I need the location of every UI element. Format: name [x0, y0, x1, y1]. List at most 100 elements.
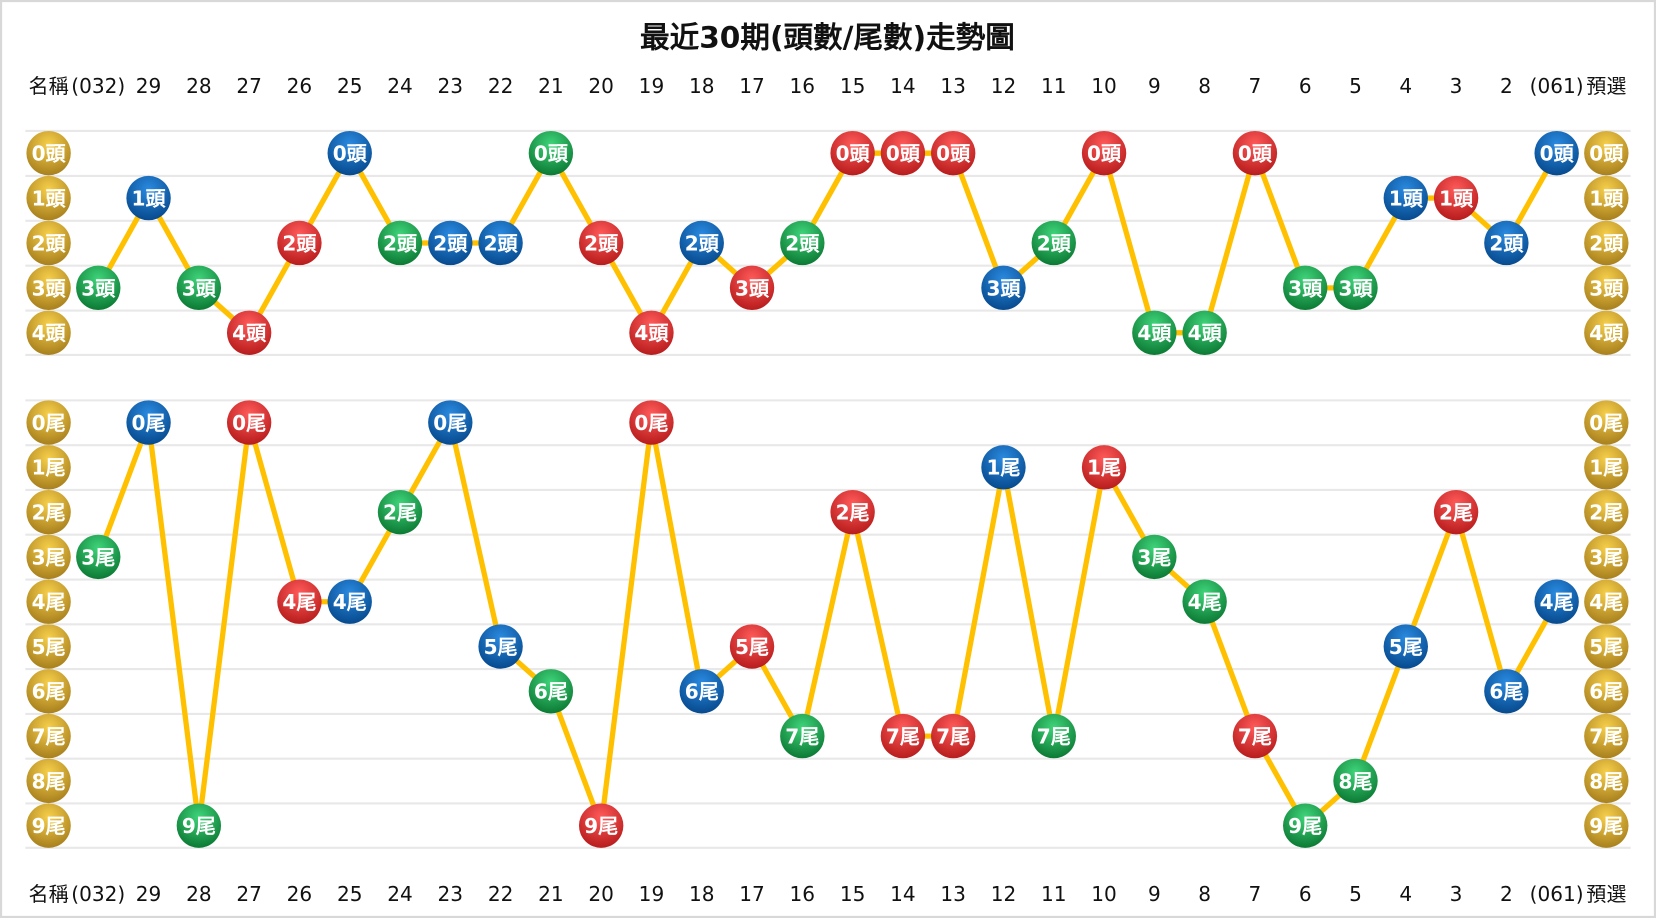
tail-level-ball-right: [1584, 758, 1629, 804]
tail-data-ball: [830, 489, 875, 535]
tail-level-ball-left-label: 0尾: [32, 411, 66, 435]
tail-data-ball: [1132, 534, 1177, 580]
head-data-ball: [830, 130, 875, 176]
head-data-ball: [126, 175, 171, 221]
footer-column-label: 19: [639, 882, 665, 906]
head-data-ball-label: 2頭: [433, 231, 468, 255]
tail-data-ball: [880, 713, 926, 759]
head-level-ball-left: [26, 310, 71, 355]
footer-column-label: (061): [1530, 882, 1584, 906]
tail-data-ball: [76, 534, 121, 580]
tail-data-ball: [277, 579, 322, 624]
tail-level-ball-left-label: 4尾: [32, 590, 66, 614]
head-data-ball-label: 2頭: [785, 231, 820, 255]
head-data-ball-label: 4頭: [232, 321, 267, 345]
head-data-ball: [629, 310, 674, 355]
header-left-label: 名稱: [29, 74, 69, 98]
tail-level-ball-left: [26, 534, 71, 580]
tail-data-ball: [1283, 803, 1328, 848]
tail-data-ball: [981, 445, 1026, 490]
header-column-label: 5: [1349, 74, 1362, 98]
tail-data-ball-label: 7尾: [886, 724, 920, 748]
header-column-label: 10: [1091, 74, 1117, 98]
tail-data-ball-label: 0尾: [433, 411, 467, 435]
tail-data-ball: [1433, 489, 1479, 535]
header-column-label: 25: [337, 74, 363, 98]
head-level-ball-right: [1584, 175, 1629, 221]
header-column-label: (032): [71, 74, 125, 98]
head-level-ball-left: [26, 265, 71, 311]
tail-data-ball-label: 2尾: [836, 501, 870, 525]
tail-data-ball: [1031, 713, 1076, 759]
header-column-label: 6: [1299, 74, 1312, 98]
tail-level-ball-right-label: 8尾: [1589, 769, 1623, 793]
header-column-label: 29: [136, 74, 162, 98]
tail-data-ball-label: 4尾: [282, 590, 316, 614]
tail-level-ball-left: [26, 489, 71, 535]
footer-column-label: 25: [337, 882, 363, 906]
head-data-ball-label: 1頭: [132, 186, 167, 210]
tail-level-ball-right-label: 1尾: [1589, 456, 1623, 480]
head-data-ball-label: 2頭: [685, 231, 720, 255]
head-data-ball-label: 3頭: [735, 276, 770, 300]
tail-level-ball-right: [1584, 534, 1629, 580]
footer-column-label: 26: [287, 882, 313, 906]
tail-level-ball-right-label: 0尾: [1589, 411, 1623, 435]
head-data-ball: [528, 130, 574, 176]
tail-level-ball-right-label: 9尾: [1589, 814, 1623, 838]
head-level-ball-left-label: 3頭: [32, 276, 67, 300]
footer-column-label: 6: [1299, 882, 1312, 906]
tail-data-ball: [629, 400, 674, 445]
tail-data-ball: [1534, 579, 1579, 624]
tail-level-ball-right-label: 5尾: [1589, 635, 1623, 659]
head-data-ball-label: 3頭: [986, 276, 1021, 300]
head-data-ball-label: 3頭: [81, 276, 116, 300]
tail-level-ball-left-label: 3尾: [32, 545, 66, 569]
tail-data-ball: [729, 624, 775, 669]
tail-data-ball: [478, 624, 523, 669]
head-data-ball-label: 0頭: [1087, 142, 1122, 166]
head-level-ball-right-label: 1頭: [1589, 186, 1624, 210]
head-data-ball-label: 1頭: [1439, 186, 1474, 210]
head-data-ball: [931, 130, 976, 176]
head-data-ball: [1283, 265, 1328, 311]
tail-level-ball-right-label: 6尾: [1589, 680, 1623, 704]
tail-level-ball-right-label: 2尾: [1589, 501, 1623, 525]
header-column-label: 21: [538, 74, 564, 98]
head-data-ball: [1182, 310, 1227, 355]
footer-column-label: 22: [488, 882, 514, 906]
tail-level-ball-left: [26, 713, 71, 759]
head-data-ball-label: 3頭: [1338, 276, 1373, 300]
head-data-ball: [780, 220, 825, 266]
footer-column-label: 28: [186, 882, 212, 906]
head-data-ball: [176, 265, 222, 311]
tail-level-ball-left: [26, 624, 71, 669]
head-data-ball-label: 0頭: [1238, 142, 1273, 166]
footer-column-label: 24: [387, 882, 413, 906]
header-column-label: 20: [588, 74, 614, 98]
head-level-ball-right-label: 2頭: [1589, 231, 1624, 255]
tail-data-ball-label: 3尾: [81, 545, 115, 569]
tail-data-ball: [126, 400, 171, 445]
head-data-ball-label: 4頭: [634, 321, 669, 345]
head-data-ball-label: 0頭: [1540, 142, 1575, 166]
header-column-label: 11: [1041, 74, 1067, 98]
header-column-label: 7: [1249, 74, 1262, 98]
tail-level-ball-left: [26, 803, 71, 848]
head-data-ball-label: 2頭: [584, 231, 619, 255]
tail-level-ball-right: [1584, 669, 1629, 714]
head-level-ball-right: [1584, 130, 1629, 176]
tail-data-ball-label: 0尾: [132, 411, 166, 435]
tail-level-ball-right: [1584, 489, 1629, 535]
head-data-ball-label: 0頭: [333, 142, 368, 166]
tail-data-ball-label: 9尾: [182, 814, 216, 838]
footer-column-label: (032): [71, 882, 125, 906]
header-column-label: (061): [1530, 74, 1584, 98]
header-column-label: 2: [1500, 74, 1513, 98]
head-data-ball-label: 0頭: [886, 142, 921, 166]
tail-data-ball: [226, 400, 272, 445]
head-level-ball-right-label: 0頭: [1589, 142, 1624, 166]
